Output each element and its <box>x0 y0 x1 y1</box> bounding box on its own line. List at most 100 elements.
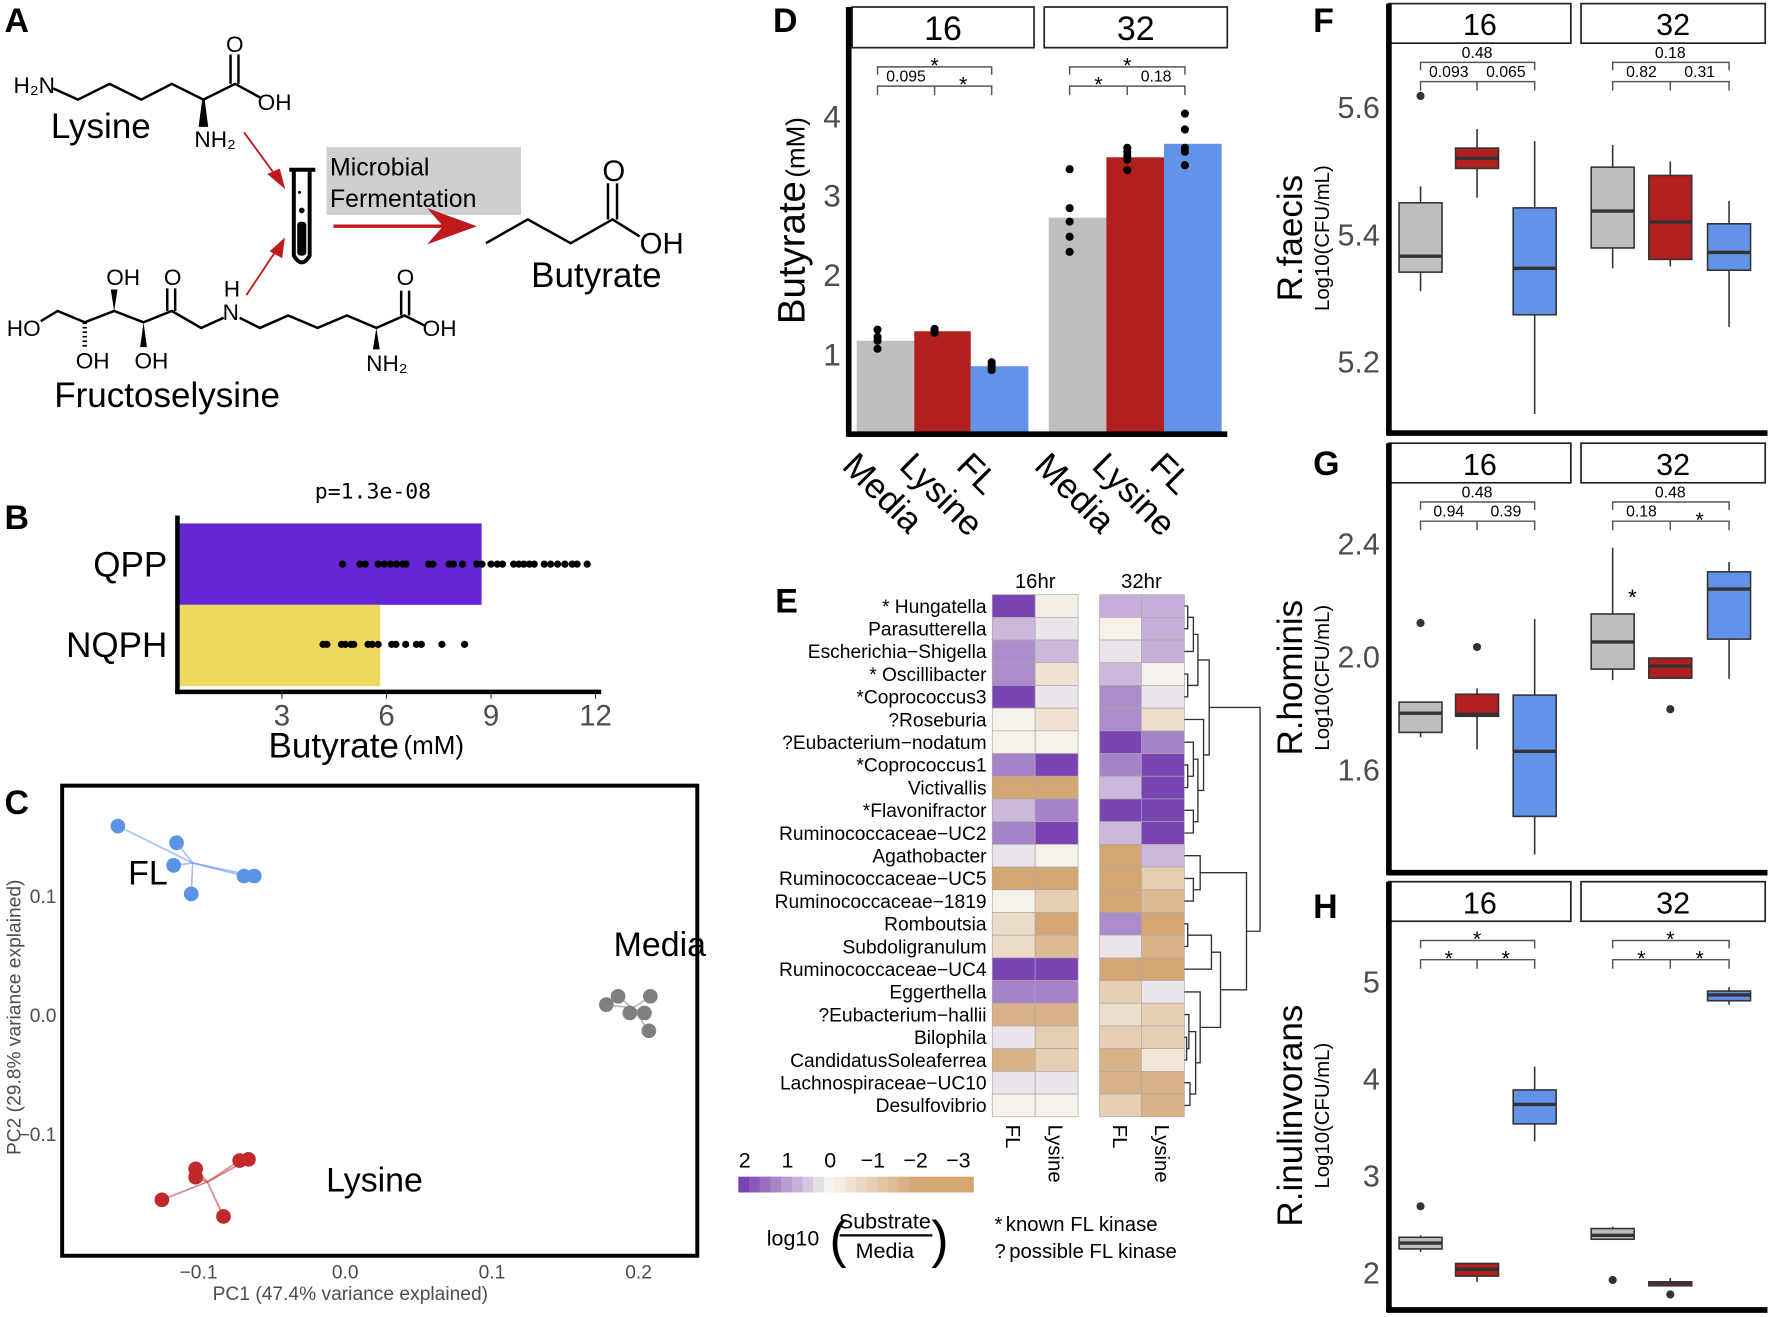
fructoselysine-label: Fructoselysine <box>54 376 280 415</box>
row-label: ?Eubacterium−hallii <box>818 1005 986 1026</box>
colorbar-segment <box>770 1176 782 1193</box>
y-tick-label: 2 <box>1363 1256 1380 1290</box>
taxon-name: Victivallis <box>908 778 987 799</box>
facet-strip-16 <box>1388 2 1572 45</box>
data-point <box>417 640 425 648</box>
y-axis-subtitle: Log10(CFU/mL) <box>1312 1043 1334 1189</box>
taxon-name: Escherichia−Shigella <box>808 642 987 663</box>
comparison-bracket-all <box>1611 501 1730 510</box>
arrow-lysine <box>243 131 279 180</box>
facet-strip-32 <box>1580 442 1767 484</box>
facet-strip-16 <box>1388 880 1572 923</box>
data-point <box>380 560 389 568</box>
facet-strip-16 <box>851 6 1035 49</box>
significance-mark: * <box>1628 585 1637 610</box>
data-point <box>392 640 400 648</box>
taxon-name: Coprococcus1 <box>864 756 987 777</box>
comparison-label-left: 0.82 <box>1626 64 1657 81</box>
point-media <box>637 1005 652 1021</box>
row-label: Parasutterella <box>868 619 987 640</box>
process-label-line2: Fermentation <box>330 185 476 213</box>
panel-h-boxplot: 16 * * * 32 * * * 2 3 4 5 R.inulinvorans Log10(CFU/mL… <box>1271 880 1768 1313</box>
data-point <box>561 560 569 568</box>
data-point <box>1065 247 1074 256</box>
heatmap-cell <box>991 662 1036 686</box>
y-tick-label: 2.4 <box>1337 527 1379 561</box>
lysine-oh: OH <box>258 90 292 115</box>
point-media <box>642 988 658 1004</box>
heatmap-cell <box>1034 957 1079 981</box>
heatmap-cell <box>991 707 1036 732</box>
comparison-label-left: 0.095 <box>886 69 926 86</box>
legend-note: ? possible FL kinase <box>994 1241 1176 1263</box>
comparison-label-left: * <box>1445 946 1454 970</box>
data-point <box>487 560 495 568</box>
colorbar-title-prefix: log10 <box>767 1227 820 1251</box>
comparison-label-left: 0.94 <box>1433 504 1464 521</box>
kinase-marker: ? <box>818 1005 829 1026</box>
heatmap-cell <box>1034 1048 1079 1072</box>
fermentation-arrow-icon <box>333 208 477 245</box>
taxon-name: Flavonifractor <box>870 801 987 822</box>
kinase-marker: ? <box>782 733 793 754</box>
spider-line <box>117 825 194 864</box>
box-media-16 <box>1398 701 1443 734</box>
comparison-label-right: 0.31 <box>1684 64 1715 81</box>
data-point <box>1123 143 1132 152</box>
dendrogram-branch <box>1184 1082 1191 1107</box>
panel-letter-b: B <box>5 499 29 537</box>
data-point <box>553 560 562 568</box>
data-point <box>361 560 369 568</box>
y-axis-subtitle: Log10(CFU/mL) <box>1312 165 1334 311</box>
heatmap-cell <box>1034 1093 1079 1118</box>
y-tick-label: 3 <box>1363 1160 1380 1194</box>
heatmap-cell <box>1034 753 1079 777</box>
row-label: Romboutsia <box>884 915 987 936</box>
heatmap-cell <box>1099 844 1143 868</box>
row-label: * Hungatella <box>882 597 987 618</box>
x-tick-label: 0.2 <box>625 1262 652 1283</box>
lysine-bonds <box>52 82 261 102</box>
legend-note-symbol: * <box>994 1214 1002 1236</box>
row-label: Lachnospiraceae−UC10 <box>780 1073 987 1094</box>
process-label-line1: Microbial <box>330 153 429 181</box>
panel-letter-d: D <box>773 2 797 40</box>
colorbar-segment <box>909 1176 921 1193</box>
lysine-h2n: H₂N <box>14 73 55 98</box>
row-label: Ruminococcaceae−1819 <box>775 892 987 913</box>
data-point <box>473 560 481 568</box>
y-axis-subtitle: Log10(CFU/mL) <box>1312 605 1334 751</box>
comparison-bracket-all <box>1419 939 1536 949</box>
group-label-lysine: Lysine <box>326 1161 423 1199</box>
taxon-name: Desulfovibrio <box>876 1096 987 1117</box>
box-fl-16 <box>1512 1089 1557 1125</box>
taxon-name: Romboutsia <box>884 915 987 936</box>
heatmap-cell <box>1141 753 1185 777</box>
heatmap-cell <box>991 1071 1036 1095</box>
colorbar-denominator: Media <box>856 1239 915 1263</box>
comparison-label-right: 0.39 <box>1490 504 1521 521</box>
heatmap-cell <box>1034 662 1079 686</box>
heatmap-cell <box>1099 594 1143 618</box>
x-axis-title: PC1 (47.4% variance explained) <box>213 1284 488 1305</box>
comparison-label-right: * <box>1502 946 1511 970</box>
box-media-32 <box>1590 166 1635 249</box>
heatmap-cell <box>1099 775 1143 800</box>
comparison-bracket-pairs <box>1611 80 1730 91</box>
lysine-label: Lysine <box>51 107 151 146</box>
point-media <box>641 1023 657 1039</box>
y-tick-label: −0.1 <box>19 1125 57 1146</box>
panel-letter-f: F <box>1313 2 1334 40</box>
heatmap-cell <box>1034 844 1079 868</box>
data-point <box>1065 217 1074 226</box>
heatmap-cell <box>1099 1025 1143 1049</box>
comparison-label-all: * <box>930 54 939 78</box>
panel-letter-e: E <box>775 583 798 621</box>
comparison-bracket-pairs <box>1611 520 1730 531</box>
heatmap-cell <box>991 1025 1036 1049</box>
data-point <box>478 560 486 568</box>
heatmap-cell <box>1141 1071 1185 1095</box>
y-tick-label: 5.4 <box>1337 218 1379 252</box>
row-label: Eggerthella <box>889 983 986 1004</box>
heatmap-cell <box>1034 685 1079 709</box>
